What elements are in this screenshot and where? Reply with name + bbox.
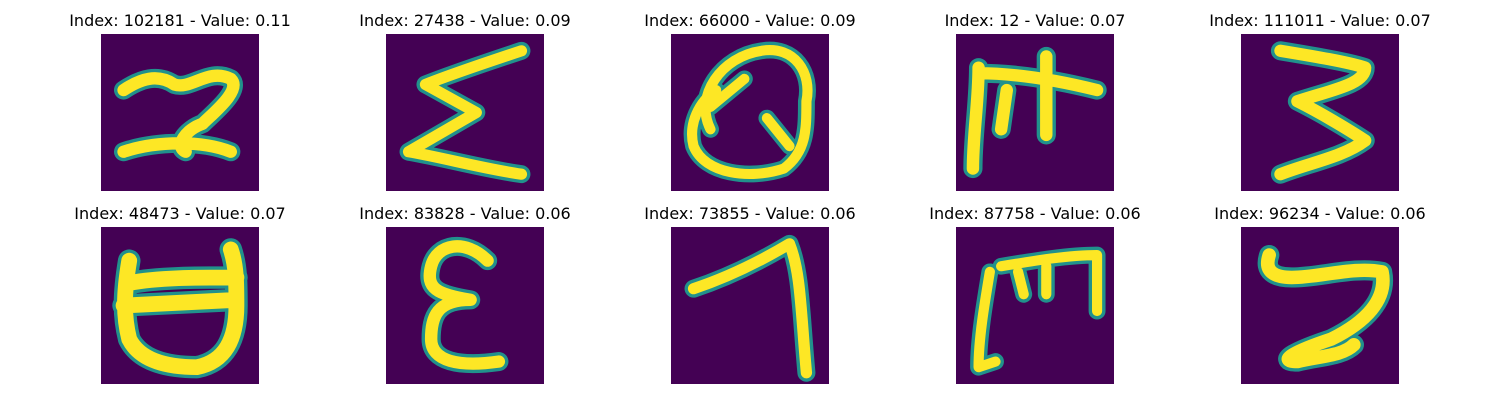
panel-title: Index: 66000 - Value: 0.09 [644,11,856,30]
character-image [386,227,544,384]
character-image [101,227,259,384]
character-image [1241,227,1399,384]
character-image [671,34,829,191]
panel-title: Index: 12 - Value: 0.07 [944,11,1126,30]
panel-title: Index: 73855 - Value: 0.06 [644,204,856,223]
character-image [386,34,544,191]
panel-title: Index: 27438 - Value: 0.09 [359,11,571,30]
panel-title: Index: 96234 - Value: 0.06 [1214,204,1426,223]
character-image [1241,34,1399,191]
panel-title: Index: 83828 - Value: 0.06 [359,204,571,223]
panel-title: Index: 48473 - Value: 0.07 [74,204,286,223]
character-image [101,34,259,191]
character-image [956,227,1114,384]
panel-title: Index: 111011 - Value: 0.07 [1209,11,1431,30]
character-image [956,34,1114,191]
character-image [671,227,829,384]
panel-title: Index: 102181 - Value: 0.11 [69,11,291,30]
panel-title: Index: 87758 - Value: 0.06 [929,204,1141,223]
